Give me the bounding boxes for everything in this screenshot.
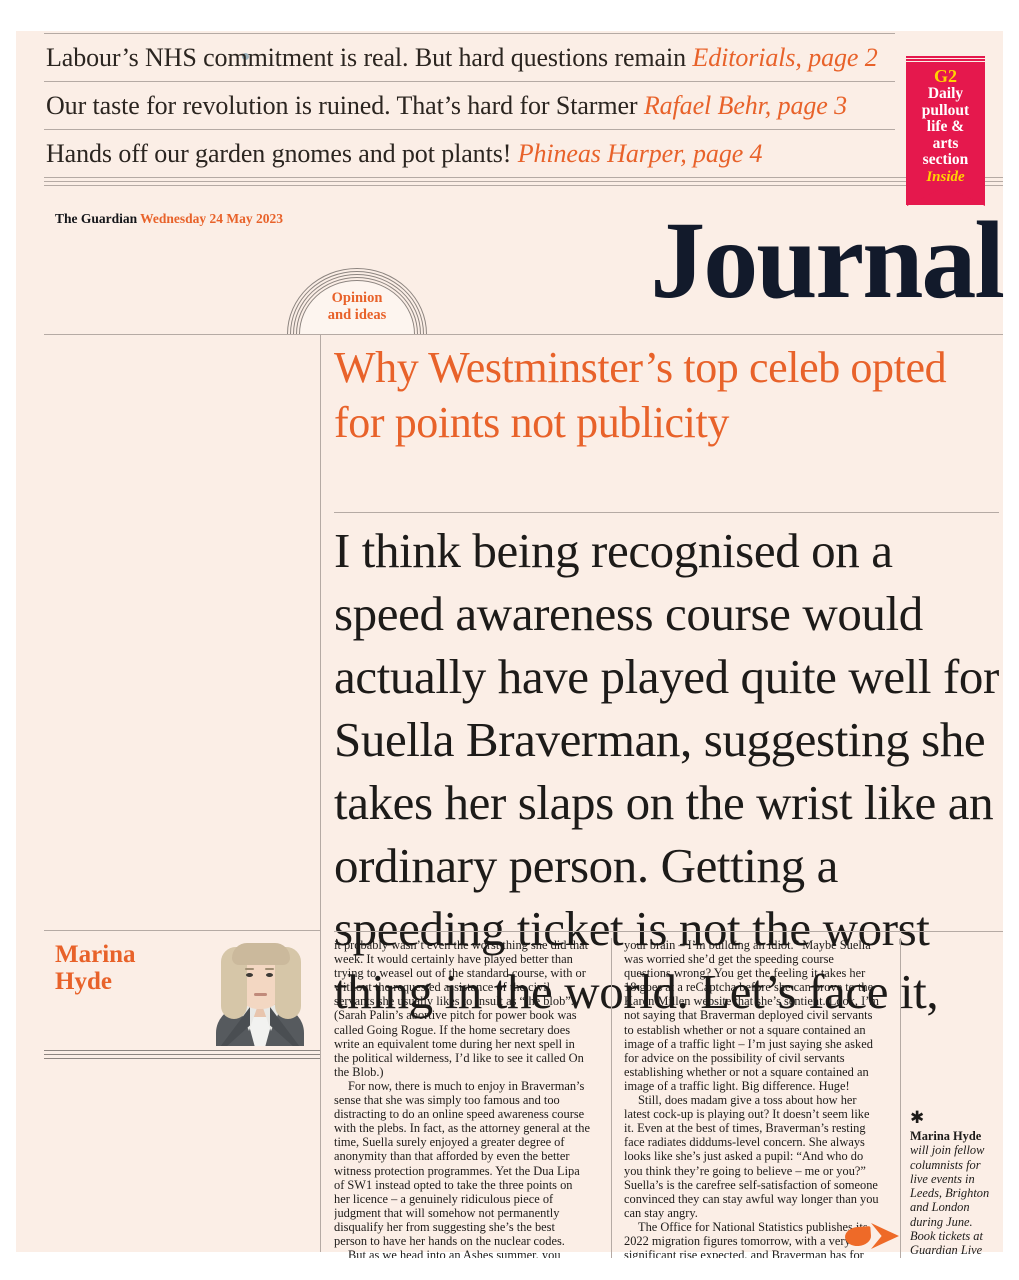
portrait-mouth bbox=[254, 993, 267, 996]
badge-line-1: Opinion bbox=[331, 290, 383, 306]
newspaper-page: Labour’s NHS commitment is real. But har… bbox=[16, 31, 1005, 1258]
portrait-brow-right bbox=[265, 968, 274, 970]
rule-line bbox=[906, 59, 985, 61]
g2-title: G2 bbox=[933, 66, 957, 86]
article: Why Westminster’s top celeb opted for po… bbox=[334, 334, 1003, 1258]
body-paragraph: Still, does madam give a toss about how … bbox=[624, 1093, 879, 1220]
article-body: it probably wasn’t even the worst thing … bbox=[334, 931, 1003, 1262]
continued-arrow-icon bbox=[844, 1223, 901, 1249]
portrait-eye-left bbox=[246, 973, 253, 977]
g2-line: pullout bbox=[921, 101, 970, 119]
rule-group-byline bbox=[44, 1050, 320, 1062]
byline-box: Marina Hyde bbox=[44, 930, 320, 1051]
body-paragraph: it probably wasn’t even the worst thing … bbox=[334, 938, 589, 1079]
asterisk-icon: ✱ bbox=[910, 1108, 925, 1127]
body-column-2: your brain – I’m building an idiot.” May… bbox=[624, 938, 880, 1258]
portrait-fringe bbox=[232, 943, 290, 965]
dateline: The Guardian Wednesday 24 May 2023 bbox=[55, 211, 283, 227]
trail-headline: Labour’s NHS commitment is real. But har… bbox=[46, 43, 693, 72]
g2-inside-label: Inside bbox=[926, 168, 965, 185]
column-divider bbox=[611, 938, 612, 1258]
g2-line: section bbox=[922, 151, 969, 168]
author-note-name: Marina Hyde bbox=[910, 1129, 982, 1143]
rule-line bbox=[44, 177, 1003, 181]
byline-name: Marina Hyde bbox=[55, 941, 136, 995]
g2-line: life & bbox=[926, 118, 965, 135]
publication-brand: The Guardian bbox=[55, 211, 138, 226]
trail-reference: Editorials, page 2 bbox=[692, 43, 878, 72]
trail-list: Labour’s NHS commitment is real. But har… bbox=[44, 33, 895, 178]
trail-item[interactable]: Labour’s NHS commitment is real. But har… bbox=[44, 34, 895, 82]
trail-item[interactable]: Our taste for revolution is ruined. That… bbox=[44, 82, 895, 130]
publication-date: Wednesday 24 May 2023 bbox=[140, 211, 284, 226]
body-column-1: it probably wasn’t even the worst thing … bbox=[334, 938, 590, 1258]
rule-line bbox=[906, 56, 985, 58]
registration-dot bbox=[242, 53, 249, 60]
trail-headline: Our taste for revolution is ruined. That… bbox=[46, 91, 644, 120]
byline-name-line2: Hyde bbox=[55, 968, 112, 995]
article-standfirst: I think being recognised on a speed awar… bbox=[334, 512, 999, 1023]
g2-flag-topstack bbox=[906, 56, 985, 62]
author-note: ✱ Marina Hyde will join fellow columnist… bbox=[910, 1108, 1000, 1258]
g2-flag-notch bbox=[906, 186, 985, 206]
rule-line bbox=[44, 1050, 320, 1054]
masthead: The Guardian Wednesday 24 May 2023 Journa… bbox=[44, 189, 1005, 335]
body-paragraph: For now, there is much to enjoy in Brave… bbox=[334, 1078, 590, 1248]
trail-headline: Hands off our garden gnomes and pot plan… bbox=[46, 139, 518, 168]
trail-reference: Phineas Harper, page 4 bbox=[517, 139, 763, 168]
left-rail: Marina Hyde bbox=[44, 334, 321, 1252]
masthead-title: Journal bbox=[650, 199, 1005, 321]
body-paragraph: The Office for National Statistics publi… bbox=[624, 1219, 868, 1258]
rule-group-top bbox=[44, 177, 1003, 187]
portrait-eye-right bbox=[266, 973, 273, 977]
g2-line: Daily bbox=[927, 85, 964, 102]
rule-line bbox=[44, 185, 1003, 189]
arrow-tail bbox=[844, 1226, 872, 1247]
author-note-text: will join fellow columnists for live eve… bbox=[910, 1143, 990, 1258]
rule-line bbox=[44, 1054, 320, 1058]
badge-line-2: and ideas bbox=[327, 307, 387, 323]
g2-promo-flag[interactable]: G2 Daily pullout life & arts section Ins… bbox=[906, 62, 985, 206]
trail-item[interactable]: Hands off our garden gnomes and pot plan… bbox=[44, 130, 895, 178]
opinion-and-ideas-badge: Opinion and ideas bbox=[287, 268, 427, 334]
body-paragraph: But as we head into an Ashes summer, you… bbox=[348, 1248, 561, 1258]
author-portrait bbox=[204, 933, 314, 1046]
portrait-brow-left bbox=[245, 968, 254, 970]
author-note-rail: ✱ Marina Hyde will join fellow columnist… bbox=[900, 938, 1003, 1258]
g2-line: arts bbox=[932, 134, 959, 152]
body-paragraph: your brain – I’m building an idiot.” May… bbox=[624, 938, 879, 1093]
article-kicker: Why Westminster’s top celeb opted for po… bbox=[334, 343, 947, 447]
badge-text: Opinion and ideas bbox=[287, 290, 427, 324]
arrow-head bbox=[871, 1223, 899, 1249]
trail-reference: Rafael Behr, page 3 bbox=[643, 91, 848, 120]
rule-line bbox=[44, 181, 1003, 185]
rule-line bbox=[44, 1058, 320, 1062]
byline-name-line1: Marina bbox=[55, 941, 136, 968]
